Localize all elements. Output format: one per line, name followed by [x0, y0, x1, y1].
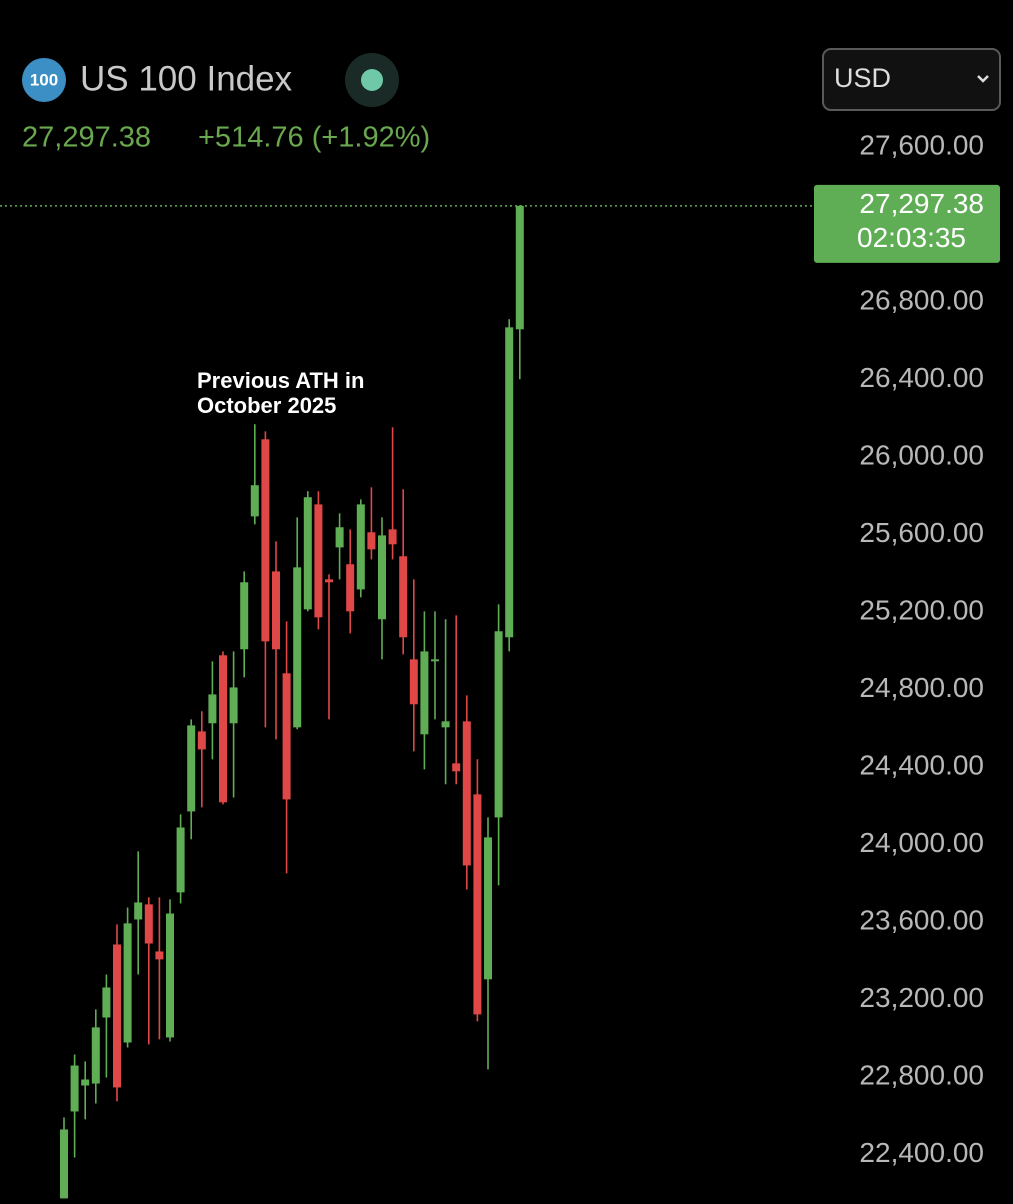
candle-body [441, 721, 450, 728]
candle-body [197, 731, 206, 750]
candle-body [303, 497, 312, 610]
countdown: 02:03:35 [857, 222, 966, 253]
chevron [977, 75, 989, 83]
last-price-tag [814, 184, 1000, 263]
currency-select[interactable] [822, 48, 1001, 111]
candle-body [462, 721, 471, 866]
candle-body [325, 579, 333, 583]
candle-body [473, 794, 482, 1015]
candle-body [505, 327, 514, 638]
candle-body [367, 532, 376, 550]
y-tick-label: 23,200.00 [859, 982, 984, 1013]
candle-body [60, 1129, 68, 1199]
y-tick-label: 24,000.00 [859, 827, 984, 858]
symbol-badge [22, 58, 66, 102]
y-tick-label: 24,800.00 [859, 672, 984, 703]
candle-body [187, 725, 196, 812]
candle-body [346, 564, 355, 612]
candle-body [176, 827, 185, 893]
y-tick-label: 22,400.00 [859, 1137, 984, 1168]
y-tick-label: 26,400.00 [859, 362, 984, 393]
candle-body [102, 987, 111, 1018]
candle-body [388, 529, 397, 545]
change: +514.76 (+1.92%) [198, 122, 430, 154]
candle-body [70, 1065, 79, 1112]
candle-body [219, 655, 227, 803]
candle-body [494, 631, 503, 818]
badge-text: 100 [30, 70, 58, 89]
candle-body [155, 951, 164, 960]
candle-body [261, 439, 270, 642]
candle-body [293, 567, 302, 728]
currency-label[interactable]: USD [834, 63, 891, 93]
candle-body [134, 902, 143, 920]
y-tick-label: 24,400.00 [859, 749, 984, 780]
candle-body [166, 913, 174, 1038]
candle-body [144, 904, 153, 944]
candle-body [399, 556, 408, 638]
y-tick-label: 23,600.00 [859, 904, 984, 935]
annotation: October 2025 [197, 393, 336, 418]
candle-body [250, 485, 259, 517]
candle-body [314, 504, 323, 618]
price: 27,297.38 [22, 122, 151, 154]
candle-body [515, 205, 524, 330]
candle-body [431, 659, 439, 662]
candle-body [420, 651, 429, 735]
candle-body [123, 923, 132, 1043]
candle-body [272, 571, 280, 650]
last-price-label: 27,297.38 [859, 188, 984, 219]
candle-body [335, 527, 344, 548]
y-tick-label: 25,600.00 [859, 517, 984, 548]
candle-body [208, 694, 217, 724]
candle-body [240, 582, 249, 650]
y-tick-label: 22,800.00 [859, 1059, 984, 1090]
chart-title: US 100 Index [80, 59, 293, 98]
candle-body [81, 1079, 90, 1086]
candle-body [229, 687, 238, 724]
status-dot [361, 69, 383, 91]
y-tick-label: 25,200.00 [859, 594, 984, 625]
candle-body [409, 659, 418, 705]
candle-body [113, 944, 121, 1088]
candle-body [378, 535, 386, 620]
candle-body [356, 504, 365, 590]
y-tick-label: 26,000.00 [859, 440, 984, 471]
candle-body [452, 763, 461, 772]
y-tick-label: 27,600.00 [859, 130, 984, 161]
candle-body [91, 1027, 100, 1084]
y-tick-label: 26,800.00 [859, 285, 984, 316]
candle-body [282, 673, 291, 800]
annotation: Previous ATH in [197, 368, 364, 393]
candle-body [484, 837, 492, 980]
